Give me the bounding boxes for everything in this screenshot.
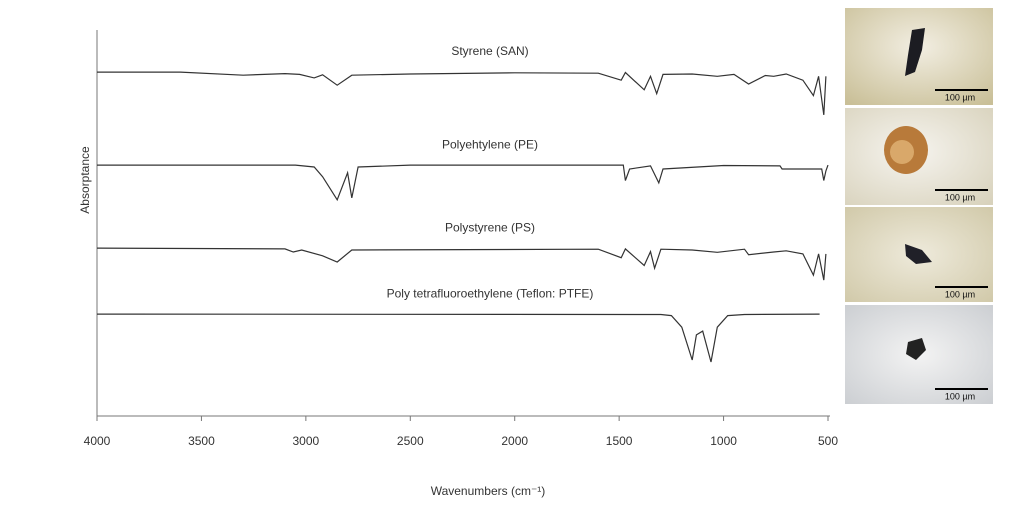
particle xyxy=(890,140,914,164)
x-tick-label: 1000 xyxy=(710,434,737,448)
series-label: Polyehtylene (PE) xyxy=(442,137,538,151)
x-axis-label: Wavenumbers (cm⁻¹) xyxy=(431,484,546,498)
spectrum-line xyxy=(97,164,829,202)
particle xyxy=(905,28,925,76)
x-tick-label: 500 xyxy=(818,434,838,448)
x-tick-label: 4000 xyxy=(84,434,111,448)
scale-label: 100 µm xyxy=(945,391,975,401)
series-label: Styrene (SAN) xyxy=(451,44,528,58)
spectrum-line xyxy=(97,71,827,115)
spectrum-line xyxy=(96,247,827,281)
x-tick-label: 1500 xyxy=(606,434,633,448)
scale-label: 100 µm xyxy=(945,192,975,202)
x-tick-label: 2500 xyxy=(397,434,424,448)
x-tick-label: 3000 xyxy=(293,434,320,448)
x-tick-label: 2000 xyxy=(501,434,528,448)
x-tick-label: 3500 xyxy=(188,434,215,448)
y-axis-label: Absorptance xyxy=(78,146,92,214)
scale-label: 100 µm xyxy=(945,92,975,102)
series-label: Poly tetrafluoroethylene (Teflon: PTFE) xyxy=(387,286,594,300)
scale-label: 100 µm xyxy=(945,289,975,299)
particle xyxy=(905,244,932,264)
insets xyxy=(845,8,993,404)
series-label: Polystyrene (PS) xyxy=(445,220,535,234)
spectrum-line xyxy=(96,313,820,363)
particle xyxy=(906,338,926,360)
